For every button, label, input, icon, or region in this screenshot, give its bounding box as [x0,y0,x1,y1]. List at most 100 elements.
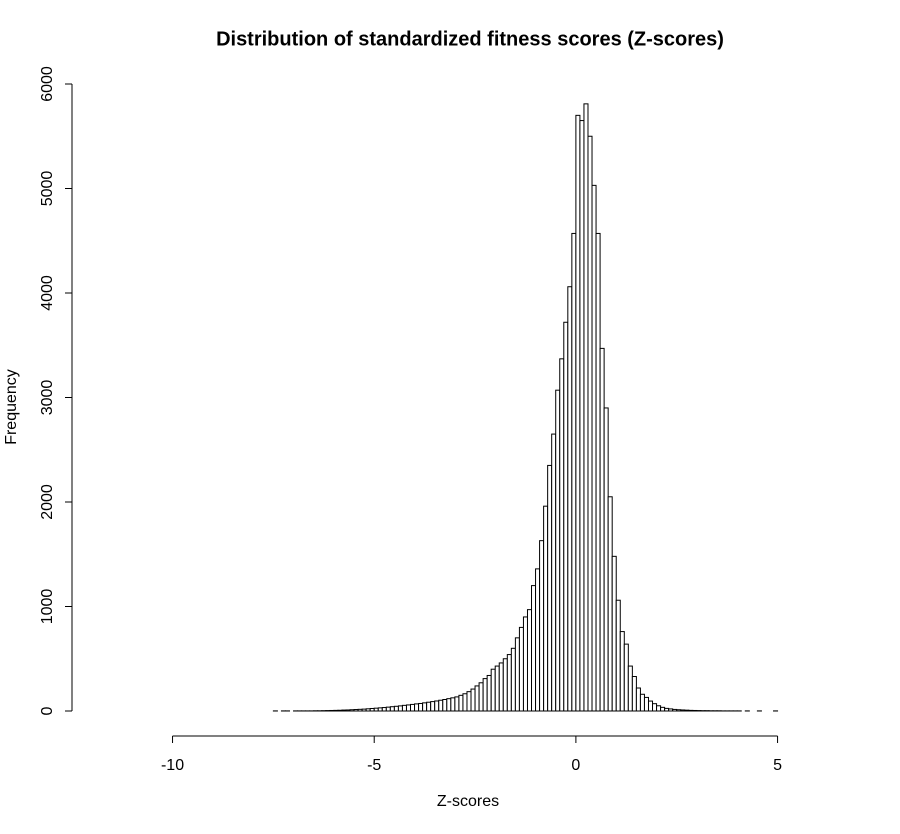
bar [627,665,633,712]
bar [442,699,448,712]
bar [656,705,662,712]
bar [490,668,496,712]
bar [353,709,359,712]
bar [434,700,440,712]
bar [615,599,621,712]
bar [506,654,512,712]
bar [575,114,581,712]
bar [365,708,371,712]
bar [599,347,605,712]
y-tick-label: 1000 [39,589,56,625]
y-tick-label: 5000 [39,171,56,207]
bar [393,705,399,712]
bar [619,631,625,712]
bar [389,706,395,712]
x-axis-label: Z-scores [437,793,499,810]
bar [688,709,694,712]
bar [345,709,351,712]
bar [341,709,347,712]
y-tick-label: 3000 [39,380,56,416]
bar [676,709,682,712]
bar [426,701,432,712]
bar [680,709,686,712]
bar [652,703,658,712]
chart-title: Distribution of standardized fitness sco… [216,28,724,50]
bar [571,232,577,712]
bar [611,555,617,712]
bar [639,693,645,712]
y-tick-label: 4000 [39,275,56,311]
bar [385,706,391,712]
bar [643,696,649,712]
bar [526,609,533,712]
bar [494,665,500,712]
bar [664,707,670,712]
bar [539,540,545,712]
bar [563,321,569,712]
bar [498,662,504,712]
bar [478,682,484,712]
bar [547,464,553,712]
bar [567,286,573,712]
bar [357,708,363,712]
bar [405,704,412,712]
bar [422,702,428,712]
bar [373,707,379,712]
bar [535,568,541,712]
bar [377,707,383,712]
bar [607,496,613,712]
bar [684,709,690,712]
bar [551,433,557,712]
bar [401,704,407,712]
bar [583,103,589,712]
bar [502,658,508,712]
bar [446,698,452,712]
bar [587,135,593,712]
bar [591,184,597,712]
bar [635,687,641,712]
bar [361,708,367,712]
bar [349,709,355,712]
bar [466,691,472,712]
bar [474,685,480,712]
bar [692,709,698,712]
bar [462,693,468,712]
bar [595,232,601,712]
x-tick-label: -10 [161,757,184,774]
bar [369,707,375,712]
bar [631,676,637,712]
bar [579,120,585,712]
bar [647,700,654,712]
y-tick-label: 0 [39,706,56,715]
bar [470,688,476,712]
bar [668,708,674,712]
bar [555,389,561,712]
bar [337,709,343,712]
bar [329,709,335,712]
bar [482,678,488,712]
bar [381,707,387,712]
bar [414,703,420,712]
x-tick-label: -5 [367,757,381,774]
bar [660,706,666,712]
bar [438,699,444,712]
x-tick-label: 5 [773,757,782,774]
bar [458,694,464,712]
bar [450,697,456,712]
bar [410,703,416,712]
bar [672,708,678,712]
bar [418,702,424,712]
y-tick-label: 2000 [39,484,56,520]
x-tick-label: 0 [571,757,580,774]
bar [531,585,537,712]
y-axis-label: Frequency [3,369,20,445]
y-tick-label: 6000 [39,66,56,102]
bar [518,626,524,712]
bar [430,701,436,712]
bar [454,696,460,712]
bar [623,643,629,712]
bar [559,358,565,712]
bar [603,407,609,712]
bar [486,674,492,712]
